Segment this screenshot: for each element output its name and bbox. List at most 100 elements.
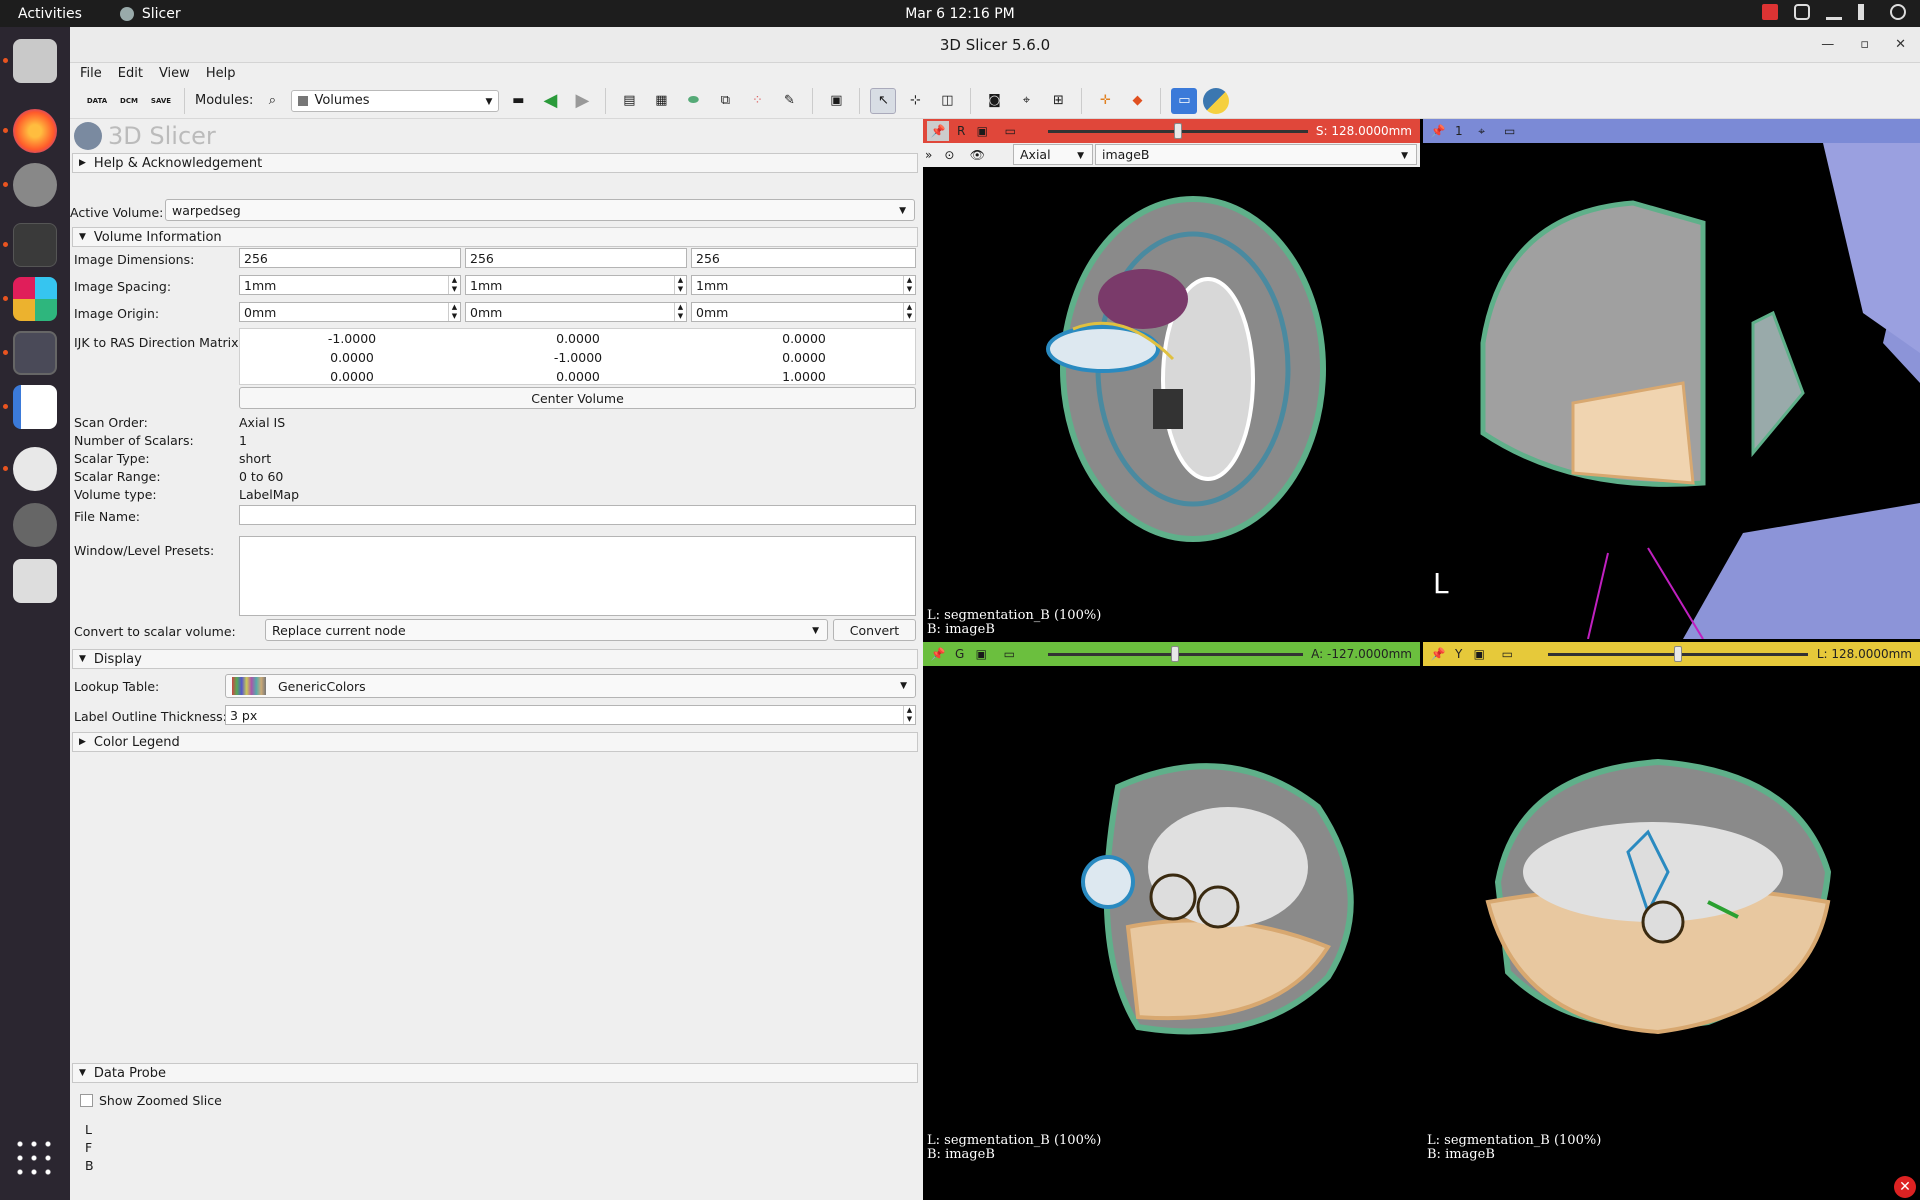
- app-center-icon[interactable]: [13, 447, 57, 491]
- menu-view[interactable]: View: [158, 65, 190, 81]
- add-data-button[interactable]: DATA: [84, 88, 110, 114]
- python-console-icon[interactable]: ▭: [1171, 87, 1198, 114]
- data-probe-section-header[interactable]: ▼ Data Probe: [72, 1063, 918, 1083]
- pin-icon[interactable]: 📌: [930, 647, 946, 661]
- direction-matrix[interactable]: -1.0000 0.0000 0.0000 0.0000 -1.0000 0.0…: [239, 328, 916, 385]
- forward-arrow-icon[interactable]: ▶: [575, 90, 590, 111]
- minimize-icon[interactable]: —: [1821, 37, 1835, 52]
- spacing-j-field[interactable]: 1mm ▲ ▼: [465, 275, 687, 295]
- red-slider-knob[interactable]: [1174, 123, 1182, 139]
- terminal-icon[interactable]: [13, 223, 57, 267]
- spacing-k-field[interactable]: 1mm ▲ ▼: [691, 275, 916, 295]
- data-module-icon[interactable]: ▤: [623, 93, 636, 108]
- screenshot-icon[interactable]: ◙: [988, 93, 1001, 108]
- pin-icon[interactable]: 📌: [1430, 647, 1446, 661]
- lookup-table-select[interactable]: GenericColors ▼: [225, 674, 916, 698]
- color-legend-section-header[interactable]: ▶ Color Legend: [72, 732, 918, 752]
- origin-j-field[interactable]: 0mm ▲ ▼: [465, 302, 687, 322]
- close-icon[interactable]: ✕: [1895, 37, 1906, 52]
- menu-edit[interactable]: Edit: [117, 65, 143, 81]
- error-log-icon[interactable]: ✕: [1894, 1176, 1916, 1198]
- green-slider-knob[interactable]: [1171, 646, 1179, 662]
- pin-icon[interactable]: 📌: [1430, 124, 1446, 138]
- link-views-icon[interactable]: ⊙: [944, 148, 955, 162]
- slack-tray-icon[interactable]: [1794, 4, 1810, 20]
- layout-icon[interactable]: ⊞: [1052, 93, 1064, 108]
- display-section-header[interactable]: ▼ Display: [72, 649, 918, 669]
- dicom-button[interactable]: DCM: [116, 88, 142, 114]
- segment-editor-icon[interactable]: ✎: [783, 93, 795, 108]
- trash-icon[interactable]: [13, 559, 57, 603]
- python-icon[interactable]: [1203, 87, 1230, 114]
- maximize-view-icon[interactable]: ▭: [1501, 647, 1514, 661]
- firefox-icon[interactable]: [13, 109, 57, 153]
- threed-view[interactable]: 📌 1 ⌖ ▭ L: [1423, 119, 1920, 639]
- show-apps-icon[interactable]: [13, 1137, 57, 1181]
- visibility-eye-icon[interactable]: 👁: [969, 148, 985, 162]
- clock[interactable]: Mar 6 12:16 PM: [905, 5, 1015, 22]
- spacing-i-field[interactable]: 1mm ▲ ▼: [239, 275, 461, 295]
- module-search-icon[interactable]: ⌕: [268, 93, 277, 108]
- center-volume-button[interactable]: Center Volume: [239, 387, 916, 409]
- active-volume-select[interactable]: warpedseg ▼: [165, 199, 915, 221]
- files-icon[interactable]: [13, 39, 57, 83]
- menu-help[interactable]: Help: [205, 65, 236, 81]
- center-view-icon[interactable]: ⌖: [1478, 123, 1486, 138]
- network-icon[interactable]: [1826, 4, 1842, 20]
- pin-icon[interactable]: 📌: [927, 121, 949, 141]
- yellow-slice-view[interactable]: 📌 Y ▣ ▭ L: 128.0000mm L: segmentation_B …: [1423, 642, 1920, 1170]
- back-arrow-icon[interactable]: ◀: [543, 90, 558, 111]
- activities-button[interactable]: Activities: [18, 5, 82, 22]
- title-bar[interactable]: 3D Slicer 5.6.0 — ▫ ✕: [70, 27, 1920, 63]
- red-slice-view[interactable]: 📌 R ▣ ▭ S: 128.0000mm » ⊙ 👁 Axial ▼ image…: [923, 119, 1420, 639]
- fiducial-icon[interactable]: ◆: [1132, 93, 1143, 108]
- origin-i-field[interactable]: 0mm ▲ ▼: [239, 302, 461, 322]
- link-icon[interactable]: ▣: [976, 124, 989, 138]
- collapse-icon[interactable]: »: [925, 148, 933, 162]
- show-zoomed-checkbox[interactable]: Show Zoomed Slice: [80, 1093, 222, 1108]
- maximize-view-icon[interactable]: ▭: [1503, 124, 1516, 138]
- mouse-mode-pointer-icon[interactable]: ↖: [870, 87, 897, 114]
- window-level-icon[interactable]: ◫: [941, 93, 954, 108]
- volume-info-section-header[interactable]: ▼ Volume Information: [72, 227, 918, 247]
- place-mode-icon[interactable]: ⊹: [909, 93, 921, 108]
- link-icon[interactable]: ▣: [975, 647, 987, 661]
- maximize-view-icon[interactable]: ▭: [1004, 124, 1017, 138]
- yellow-slider-knob[interactable]: [1674, 646, 1682, 662]
- slicer-icon[interactable]: [13, 331, 57, 375]
- wl-presets-box[interactable]: [239, 536, 916, 616]
- maximize-view-icon[interactable]: ▭: [1003, 647, 1015, 661]
- transforms-icon[interactable]: ⧉: [720, 93, 731, 108]
- volumes-icon[interactable]: ▦: [655, 93, 668, 108]
- orientation-select[interactable]: Axial ▼: [1013, 144, 1093, 165]
- updater-icon[interactable]: [13, 503, 57, 547]
- green-offset-slider[interactable]: [1048, 646, 1303, 662]
- volume-icon[interactable]: [1858, 4, 1874, 20]
- help-section-header[interactable]: ▶ Help & Acknowledgement: [72, 153, 918, 173]
- app-menu[interactable]: Slicer: [119, 6, 181, 22]
- module-selector[interactable]: Volumes ▼: [291, 89, 500, 112]
- background-volume-select[interactable]: imageB ▼: [1095, 144, 1417, 165]
- yellow-offset-slider[interactable]: [1548, 646, 1808, 662]
- red-offset-slider[interactable]: [1048, 123, 1308, 139]
- settings-icon[interactable]: [13, 163, 57, 207]
- menu-file[interactable]: File: [80, 65, 102, 81]
- crosshair-tool-icon[interactable]: ⌖: [1022, 93, 1031, 108]
- system-tray[interactable]: [1762, 4, 1906, 20]
- crosshair-icon[interactable]: ✛: [1099, 93, 1111, 108]
- markups-icon[interactable]: ⁘: [751, 93, 763, 108]
- text-editor-icon[interactable]: [13, 385, 57, 429]
- slack-icon[interactable]: [13, 277, 57, 321]
- extension-manager-icon[interactable]: ▣: [830, 93, 843, 108]
- power-icon[interactable]: [1890, 4, 1906, 20]
- outline-thickness-field[interactable]: 3 px ▲ ▼: [225, 705, 916, 725]
- green-slice-view[interactable]: 📌 G ▣ ▭ A: -127.0000mm L: segmentation_B…: [923, 642, 1420, 1170]
- link-icon[interactable]: ▣: [1473, 647, 1486, 661]
- models-icon[interactable]: ⬬: [687, 93, 699, 108]
- convert-button[interactable]: Convert: [833, 619, 916, 641]
- maximize-icon[interactable]: ▫: [1860, 37, 1870, 52]
- module-history-icon[interactable]: ▬: [512, 93, 525, 108]
- origin-k-field[interactable]: 0mm ▲ ▼: [691, 302, 916, 322]
- indicator-icon[interactable]: [1762, 4, 1778, 20]
- convert-option-select[interactable]: Replace current node ▼: [265, 619, 828, 641]
